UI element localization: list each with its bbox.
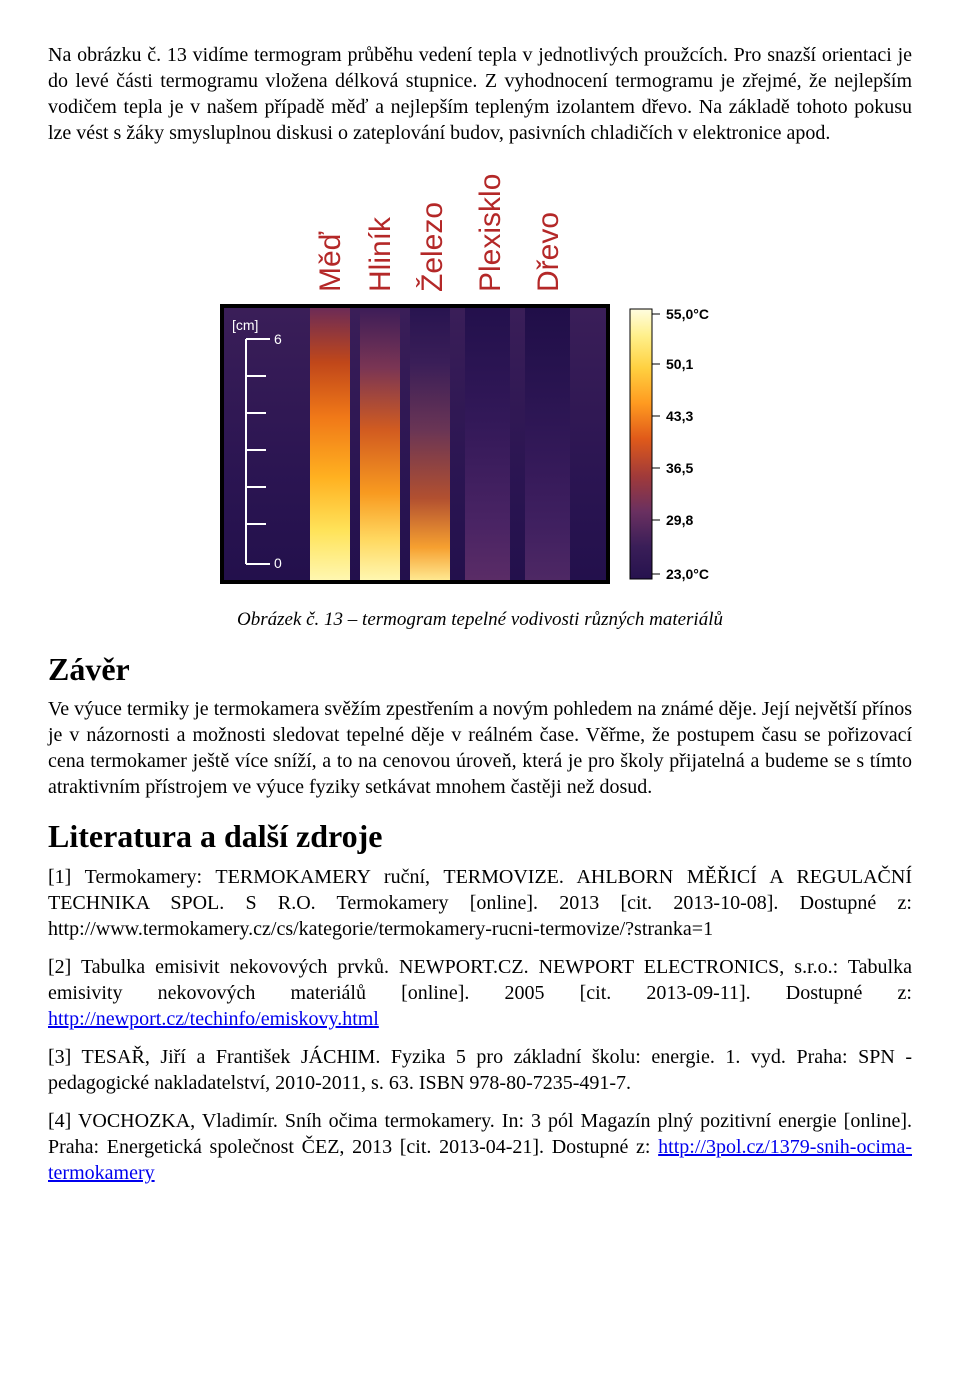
colorbar-label-4: 29,8 <box>666 512 693 528</box>
ruler-bottom: 0 <box>274 555 282 571</box>
material-labels: Měď Hliník Železo Plexisklo Dřevo <box>314 174 565 292</box>
strip-hlinik <box>360 308 400 580</box>
para-zaver: Ve výuce termiky je termokamera svěžím z… <box>48 696 912 800</box>
heading-literatura: Literatura a další zdroje <box>48 816 912 858</box>
ref-1: [1] Termokamery: TERMOKAMERY ruční, TERM… <box>48 864 912 942</box>
heading-zaver: Závěr <box>48 649 912 691</box>
strip-plexisklo <box>465 308 510 580</box>
label-med: Měď <box>314 231 347 292</box>
colorbar-label-3: 36,5 <box>666 460 693 476</box>
label-hlinik: Hliník <box>364 216 397 292</box>
ref-2-text: [2] Tabulka emisivit nekovových prvků. N… <box>48 956 912 1004</box>
strip-med <box>310 308 350 580</box>
colorbar-label-5: 23,0°C <box>666 566 709 582</box>
ref-2-link[interactable]: http://newport.cz/techinfo/emiskovy.html <box>48 1008 379 1030</box>
figure-caption: Obrázek č. 13 – termogram tepelné vodivo… <box>210 608 750 633</box>
colorbar-label-2: 43,3 <box>666 408 693 424</box>
colorbar-label-1: 50,1 <box>666 356 693 372</box>
ref-4: [4] VOCHOZKA, Vladimír. Sníh očima termo… <box>48 1108 912 1186</box>
strip-zelezo <box>410 308 450 580</box>
label-drevo: Dřevo <box>532 212 565 292</box>
strip-drevo <box>525 308 570 580</box>
label-plexisklo: Plexisklo <box>474 174 507 292</box>
thermogram-svg: Měď Hliník Železo Plexisklo Dřevo [cm] <box>210 164 750 594</box>
thermogram-body: [cm] 6 0 <box>220 304 610 584</box>
ref-2: [2] Tabulka emisivit nekovových prvků. N… <box>48 954 912 1032</box>
label-zelezo: Železo <box>416 202 449 292</box>
intro-paragraph: Na obrázku č. 13 vidíme termogram průběh… <box>48 42 912 146</box>
colorbar-label-0: 55,0°C <box>666 306 709 322</box>
ref-3: [3] TESAŘ, Jiří a František JÁCHIM. Fyzi… <box>48 1044 912 1096</box>
ruler-unit: [cm] <box>232 317 258 333</box>
colorbar: 55,0°C 50,1 43,3 36,5 29,8 23,0°C <box>630 306 709 582</box>
ruler-top: 6 <box>274 331 282 347</box>
figure-13: Měď Hliník Železo Plexisklo Dřevo [cm] <box>210 164 750 633</box>
